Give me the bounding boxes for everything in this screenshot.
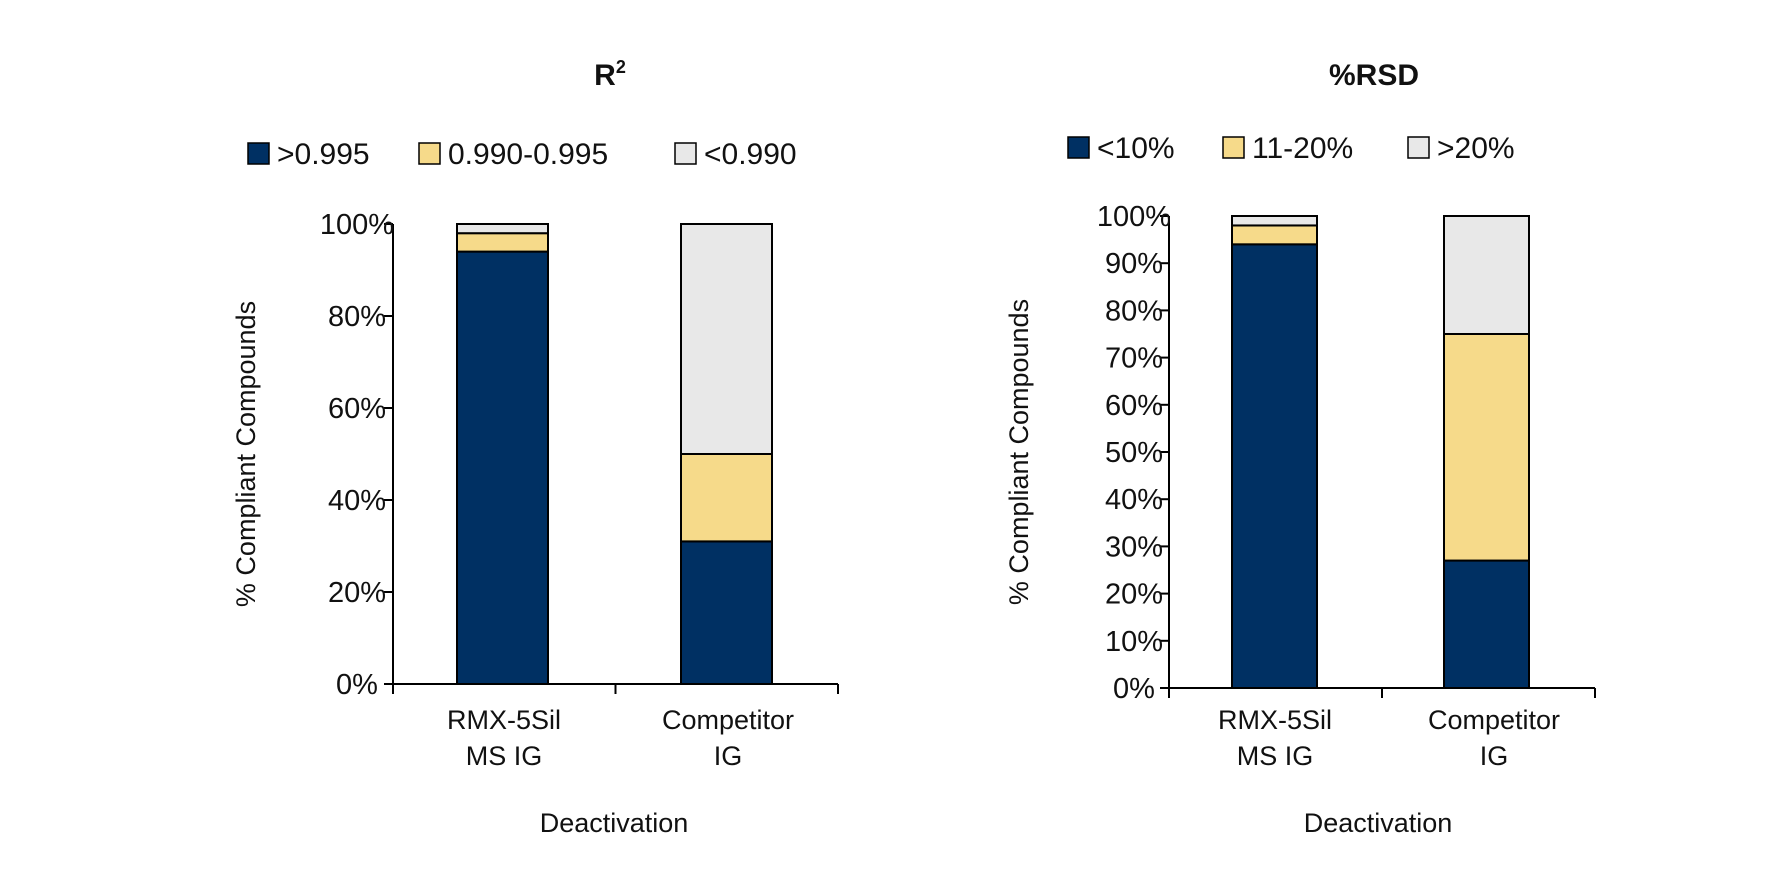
chart-1-x-category-label: MS IG <box>466 741 543 771</box>
chart-2-title: %RSD <box>1329 59 1419 92</box>
chart-1-bar-segment-2-2 <box>680 453 773 543</box>
chart-1-bar-segment-1-1 <box>456 250 549 685</box>
chart-1-y-tick-label: 80% <box>328 301 386 333</box>
chart-2-legend-swatch-3 <box>1407 136 1430 159</box>
chart-1-bar-segment-1-2 <box>456 232 549 253</box>
chart-2-legend-label-2: 11-20% <box>1252 132 1353 165</box>
chart-1-y-tick-label: 0% <box>336 669 378 701</box>
chart-2-x-axis-title: Deactivation <box>1304 808 1453 838</box>
chart-1-x-axis-title: Deactivation <box>540 808 689 838</box>
chart-1-legend-label-3: <0.990 <box>704 138 797 171</box>
chart-2-y-tick-label: 90% <box>1105 248 1163 280</box>
chart-2-x-category-label: RMX-5Sil <box>1218 705 1332 735</box>
chart-1-x-category-label: RMX-5Sil <box>447 705 561 735</box>
chart-1-legend-label-1: >0.995 <box>277 138 370 171</box>
chart-2-legend-swatch-1 <box>1067 136 1090 159</box>
chart-1-title-superscript: 2 <box>616 57 626 77</box>
chart-2-y-tick-label: 70% <box>1105 343 1163 375</box>
chart-2-bar-segment-1-2 <box>1231 224 1318 246</box>
chart-2-y-tick-label: 60% <box>1105 390 1163 422</box>
chart-2-y-tick-label: 100% <box>1097 201 1171 233</box>
chart-2-y-tick-label: 0% <box>1113 673 1155 705</box>
chart-2-y-axis-title: % Compliant Compounds <box>1004 299 1034 605</box>
chart-1-y-tick-label: 60% <box>328 393 386 425</box>
chart-1-title: R2 <box>594 57 626 92</box>
chart-2-legend-label-3: >20% <box>1437 132 1515 165</box>
chart-2-y-tick-label: 20% <box>1105 579 1163 611</box>
chart-1-legend-swatch-1 <box>247 142 270 165</box>
chart-2-x-category-label: IG <box>1480 741 1509 771</box>
chart-2-bar-segment-2-1 <box>1443 559 1530 689</box>
chart-2-y-tick-label: 40% <box>1105 484 1163 516</box>
chart-1-x-category-label: Competitor <box>662 705 794 735</box>
chart-2-y-tick-label: 10% <box>1105 626 1163 658</box>
chart-2-y-tick-label: 50% <box>1105 437 1163 469</box>
chart-1-bar-segment-2-1 <box>680 540 773 686</box>
chart-2-y-tick-label: 30% <box>1105 531 1163 563</box>
chart-1-legend-swatch-3 <box>674 142 697 165</box>
chart-2-x-category-label: MS IG <box>1237 741 1314 771</box>
chart-1-y-axis-title: % Compliant Compounds <box>231 301 261 607</box>
chart-1-y-tick-label: 100% <box>320 209 394 241</box>
chart-2-legend-label-1: <10% <box>1097 132 1175 165</box>
chart-1-y-tick-label: 40% <box>328 485 386 517</box>
chart-2-bar-segment-2-2 <box>1443 333 1530 562</box>
chart-1-bar-segment-2-3 <box>680 223 773 455</box>
chart-2-x-category-label: Competitor <box>1428 705 1560 735</box>
chart-1-legend-swatch-2 <box>418 142 441 165</box>
chart-1-x-category-label: IG <box>714 741 743 771</box>
chart-2-y-tick-label: 80% <box>1105 295 1163 327</box>
chart-2-legend-swatch-2 <box>1222 136 1245 159</box>
chart-2-bar-segment-1-1 <box>1231 243 1318 689</box>
chart-2-bar-segment-1-3 <box>1231 215 1318 227</box>
chart-1-legend-label-2: 0.990-0.995 <box>448 138 608 171</box>
chart-1-y-tick-label: 20% <box>328 577 386 609</box>
chart-2-bar-segment-2-3 <box>1443 215 1530 335</box>
chart-1-bar-segment-1-3 <box>456 223 549 235</box>
